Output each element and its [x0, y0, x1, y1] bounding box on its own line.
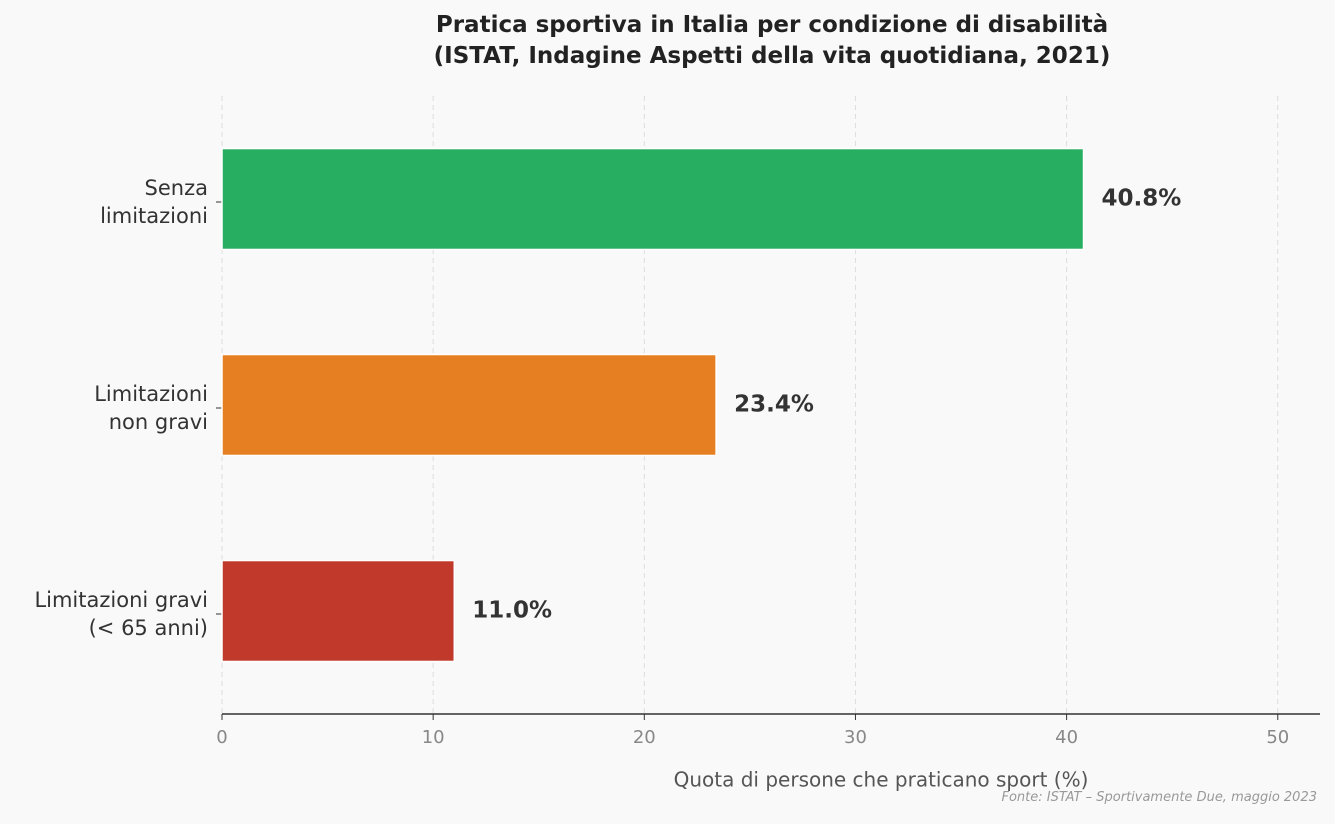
value-label: 40.8%: [1102, 186, 1182, 212]
value-label: 11.0%: [472, 598, 552, 624]
bar: [221, 559, 456, 663]
x-tick-label: 10: [422, 727, 445, 748]
y-tick-label: Limitazioni non gravi: [94, 382, 208, 434]
bar: [221, 147, 1085, 251]
x-tick-label: 40: [1055, 727, 1078, 748]
value-label: 23.4%: [734, 392, 814, 418]
x-tick-label: 50: [1266, 727, 1289, 748]
x-tick-label: 0: [216, 727, 227, 748]
y-tick-label: Senza limitazioni: [100, 176, 208, 228]
y-tick-label: Limitazioni gravi (< 65 anni): [34, 588, 208, 640]
source-note: Fonte: ISTAT – Sportivamente Due, maggio…: [1001, 790, 1318, 805]
chart-title: Pratica sportiva in Italia per condizion…: [433, 12, 1111, 69]
x-axis-label: Quota di persone che praticano sport (%): [674, 768, 1089, 792]
bar: [221, 353, 717, 457]
x-tick-label: 20: [633, 727, 656, 748]
x-tick-label: 30: [844, 727, 867, 748]
